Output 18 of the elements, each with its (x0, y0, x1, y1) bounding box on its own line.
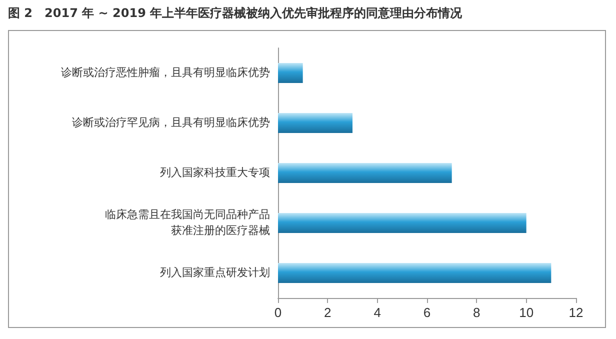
bar (278, 263, 552, 283)
bar (278, 213, 526, 233)
y-tick-label: 临床急需且在我国尚无同品种产品获准注册的医疗器械 (105, 208, 270, 237)
y-tick-label: 诊断或治疗恶性肿瘤，且具有明显临床优势 (61, 66, 270, 79)
x-tick-label: 6 (423, 305, 431, 320)
x-tick-label: 10 (519, 305, 534, 320)
x-tick-label: 0 (274, 305, 282, 320)
x-tick-label: 12 (568, 305, 584, 320)
y-tick-label: 列入国家科技重大专项 (160, 166, 270, 179)
x-tick-label: 4 (374, 305, 381, 320)
bar (278, 113, 352, 133)
y-tick-label: 列入国家重点研发计划 (160, 266, 270, 279)
chart-title: 图 2 2017 年 ~ 2019 年上半年医疗器械被纳入优先审批程序的同意理由分布情况 (8, 5, 462, 22)
bar (278, 163, 452, 183)
x-tick-label: 8 (473, 305, 480, 320)
y-tick-label: 诊断或治疗罕见病，且具有明显临床优势 (72, 116, 270, 129)
x-tick-label: 2 (324, 305, 332, 320)
bar (278, 63, 303, 83)
